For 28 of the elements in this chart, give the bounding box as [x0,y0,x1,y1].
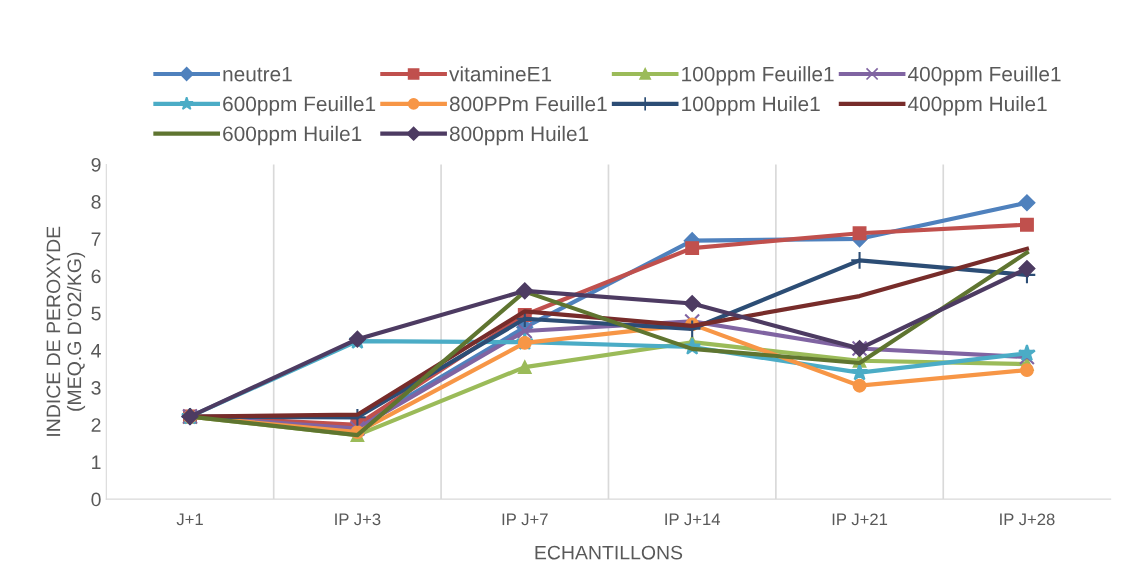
legend-label: 800PPm Feuille1 [449,95,607,112]
y-tick-label: 7 [91,232,101,246]
y-tick-label: 3 [91,381,101,395]
legend-label: vitamineE1 [449,66,552,82]
legend-label: 600ppm Huile1 [223,125,362,146]
y-tick-label: 4 [91,344,101,358]
legend-label: 400ppm Huile1 [908,95,1047,116]
legend-label: 100ppm Huile1 [682,95,820,116]
y-tick-label: 9 [91,157,101,172]
y-tick-label: 2 [91,418,101,432]
x-tick-label: IP J+14 [665,513,721,526]
y-tick-label: 0 [91,492,101,507]
y-tick-label: 8 [91,195,101,209]
x-tick-label: J+1 [176,513,203,526]
x-tick-label: IP J+7 [502,513,548,526]
x-tick-label: IP J+3 [335,513,381,526]
legend-label: 100ppm Feuille1 [682,66,834,86]
x-tick-label: IP J+28 [1000,513,1055,526]
legend-label: 600ppm Feuille1 [223,95,376,116]
legend-label: neutre1 [223,66,292,82]
x-axis-title: ECHANTILLONS [535,545,683,560]
legend-label: 800ppm Huile1 [449,125,589,146]
legend-label: 400ppm Feuille1 [908,66,1061,86]
y-tick-label: 5 [91,306,101,321]
x-tick-label: IP J+21 [832,513,888,526]
y-tick-label: 1 [92,455,101,469]
y-axis-title: INDICE DE PEROXYDE (MEQ.G D'O2/KG) [46,226,86,436]
y-tick-label: 6 [91,269,101,284]
